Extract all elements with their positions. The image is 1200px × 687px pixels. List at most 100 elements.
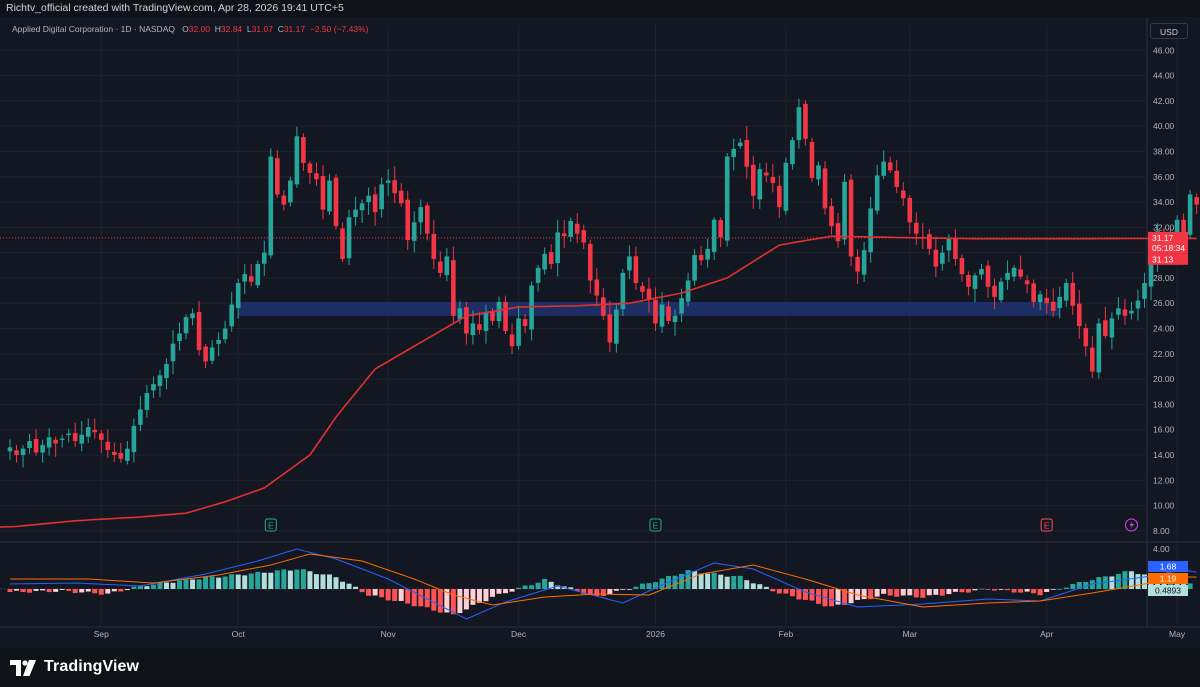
candle-body [177,333,182,341]
macd-histogram-bar [163,582,169,589]
candle-body [555,232,560,264]
macd-histogram-bar [652,582,658,589]
macd-histogram-bar [509,589,515,592]
macd-histogram-bar [66,589,72,591]
macd-histogram-bar [516,587,522,589]
candle-body [587,243,593,281]
legend-change: −2.50 (−7.43%) [309,24,369,34]
legend-o-label: O [182,24,189,34]
candle [196,301,202,356]
candle [314,162,319,186]
candle-body [894,170,900,187]
price-axis: 8.00 10.00 12.00 14.00 16.00 18.00 20.00 22.00 2… [1153,45,1175,536]
macd-histogram-bar [711,572,717,589]
macd-histogram-bar [894,589,900,597]
candle-body [672,315,678,323]
candle-body [203,346,208,362]
candle [451,246,456,325]
macd-histogram-bar [59,589,65,590]
candle-body [1122,309,1128,316]
candle-body [92,429,98,433]
candle [711,217,717,261]
macd-histogram-bar [522,585,528,589]
candle [59,434,65,448]
currency-button[interactable]: USD [1150,23,1188,39]
candle-body [1116,308,1121,315]
macd-histogram-bar [763,586,769,589]
candle [203,343,208,369]
signal-line [10,553,1197,608]
candle [1122,298,1128,325]
macd-histogram-bar [372,589,378,596]
time-tick-label: Oct [232,629,246,639]
candle [998,277,1004,303]
candle [933,236,939,277]
candle [333,174,339,230]
candle [327,173,332,215]
candle-body [144,393,150,410]
macd-histogram-bar [353,586,359,589]
candle-body [796,107,802,141]
macd-histogram-bar [463,589,469,610]
candle-body [242,274,248,282]
candle [881,150,886,180]
candle-body [992,285,997,297]
candle [1135,289,1141,321]
macd-histogram-bar [978,588,984,590]
candle-body [248,276,254,282]
candle-body [398,190,404,204]
candle [1011,265,1017,282]
candle [418,199,424,235]
candle-body [66,433,71,436]
candle-body [542,253,547,270]
macd-histogram-bar [1044,589,1050,592]
candle-body [27,441,32,448]
macd-histogram-bar [555,585,561,589]
candle-body [1103,320,1108,337]
tradingview-logo[interactable]: TradingView [10,658,150,678]
symbol-legend[interactable]: Applied Digital Corporation · 1D · NASDA… [12,24,368,34]
candle-body [46,437,52,448]
candle [1103,306,1108,339]
candle [438,251,443,278]
candle [72,422,78,447]
candle [790,136,795,170]
candle-body [118,453,124,459]
macd-histogram-bar [770,589,776,592]
candle-body [607,314,613,343]
price-tick-label: 16.00 [1153,425,1175,435]
price-tick-label: 8.00 [1153,526,1170,536]
candle-body [1090,347,1095,372]
candle [913,212,919,245]
macd-histogram-bar [1063,587,1069,589]
candle-body [353,209,358,217]
macd-histogram-bar [98,589,104,595]
macd-histogram-bar [868,589,874,600]
candle-body [835,223,841,242]
price-tick-label: 44.00 [1153,71,1175,81]
macd-histogram-bar [1122,571,1128,589]
candle-body [829,205,834,227]
macd-histogram-bar [535,582,541,589]
candle [750,155,756,209]
candle-body [770,177,776,184]
candle [411,211,417,253]
earnings-marker: E [1040,518,1053,532]
price-chart[interactable]: E E E 8.00 10.00 12.00 14.00 16.00 18.00 20.00 22.… [0,17,1200,648]
candle [216,332,221,357]
price-tick-label: 12.00 [1153,475,1175,485]
candle-body [1063,283,1069,301]
candle [85,418,91,444]
macd-histogram-bar [1168,579,1174,589]
macd-histogram-bar [398,589,404,601]
grid-lines [0,25,1178,625]
macd-histogram-bar [183,578,189,589]
candle [40,439,45,463]
candle-body [522,319,528,326]
candle [555,219,560,277]
macd-histogram-bar [920,589,926,598]
candle [1031,279,1036,308]
macd-histogram-bar [724,576,730,589]
candle-body [20,448,26,455]
candle-body [568,221,574,237]
